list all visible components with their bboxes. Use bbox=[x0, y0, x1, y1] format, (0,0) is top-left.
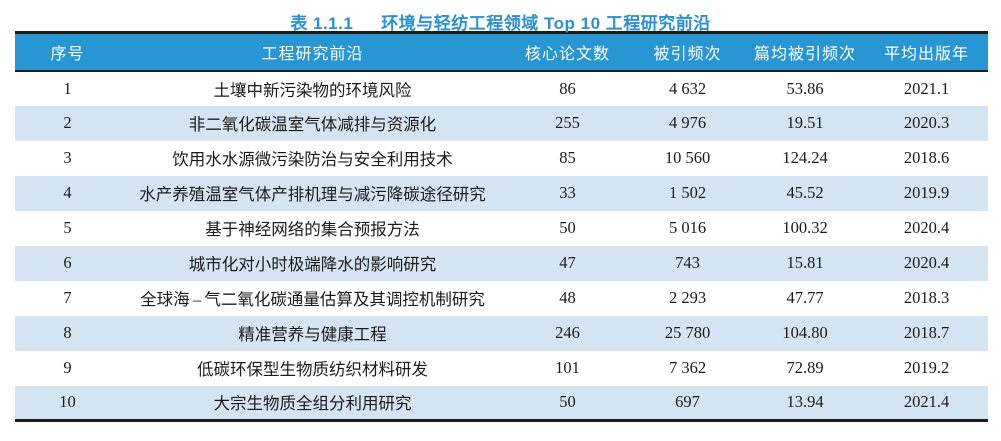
cell-citations-per-paper: 104.80 bbox=[782, 323, 828, 342]
table-row: 7 全球海 – 气二氧化碳通量估算及其调控机制研究 48 2 293 47.77 2018… bbox=[15, 280, 988, 316]
cell-core-papers: 101 bbox=[555, 358, 580, 377]
cell-mean-year: 2021.1 bbox=[903, 78, 950, 98]
table-caption-number: 表 1.1.1 bbox=[290, 14, 354, 33]
cell-index: 1 bbox=[63, 78, 72, 98]
table-row: 2 非二氧化碳温室气体减排与资源化 255 4 976 19.51 2020.3 bbox=[15, 105, 988, 141]
cell-index: 3 bbox=[63, 148, 72, 167]
cell-frontier: 全球海 – 气二氧化碳通量估算及其调控机制研究 bbox=[140, 290, 485, 309]
header-row: 序号 工程研究前沿 核心论文数 被引频次 篇均被引频次 平均出版年 bbox=[15, 32, 988, 72]
cell-frontier: 低碳环保型生物质纺织材料研发 bbox=[197, 360, 428, 379]
cell-index: 10 bbox=[59, 392, 76, 412]
cell-citations-per-paper: 72.89 bbox=[786, 358, 824, 377]
table-row: 5 基于神经网络的集合预报方法 50 5 016 100.32 2020.4 bbox=[15, 210, 988, 246]
table-row: 6 城市化对小时极端降水的影响研究 47 743 15.81 2020.4 bbox=[15, 245, 988, 281]
cell-citations: 25 780 bbox=[664, 323, 711, 342]
cell-frontier: 大宗生物质全组分利用研究 bbox=[213, 394, 412, 414]
cell-frontier: 基于神经网络的集合预报方法 bbox=[205, 220, 420, 239]
cell-citations: 2 293 bbox=[668, 288, 707, 307]
cell-mean-year: 2021.4 bbox=[903, 392, 950, 412]
cell-frontier: 非二氧化碳温室气体减排与资源化 bbox=[188, 115, 437, 134]
cell-core-papers: 246 bbox=[555, 323, 580, 342]
research-frontiers-table: 序号 工程研究前沿 核心论文数 被引频次 篇均被引频次 平均出版年 1 土壤中新污染物的环境… bbox=[15, 31, 988, 422]
cell-index: 9 bbox=[63, 358, 72, 377]
cell-citations: 1 502 bbox=[668, 183, 707, 202]
cell-citations-per-paper: 124.24 bbox=[782, 148, 828, 167]
cell-core-papers: 255 bbox=[555, 113, 580, 132]
cell-citations: 4 632 bbox=[668, 78, 707, 98]
cell-mean-year: 2018.7 bbox=[903, 323, 950, 342]
cell-mean-year: 2020.4 bbox=[903, 253, 950, 272]
cell-citations-per-paper: 45.52 bbox=[786, 183, 824, 202]
cell-frontier: 水产养殖温室气体产排机理与减污降碳途径研究 bbox=[139, 185, 486, 204]
cell-citations: 743 bbox=[675, 253, 700, 272]
cell-index: 4 bbox=[63, 183, 72, 202]
cell-frontier: 城市化对小时极端降水的影响研究 bbox=[188, 255, 437, 274]
cell-citations-per-paper: 53.86 bbox=[786, 78, 824, 98]
cell-index: 7 bbox=[63, 288, 72, 307]
cell-mean-year: 2019.2 bbox=[903, 358, 950, 377]
cell-citations-per-paper: 13.94 bbox=[786, 392, 824, 412]
table-row: 4 水产养殖温室气体产排机理与减污降碳途径研究 33 1 502 45.52 2019.9 bbox=[15, 175, 988, 211]
cell-citations-per-paper: 19.51 bbox=[786, 113, 824, 132]
column-header-citations-per-paper: 篇均被引频次 bbox=[745, 32, 865, 72]
cell-mean-year: 2020.3 bbox=[903, 113, 950, 132]
cell-core-papers: 86 bbox=[559, 78, 576, 98]
cell-core-papers: 50 bbox=[559, 392, 576, 412]
cell-core-papers: 47 bbox=[559, 253, 576, 272]
table-row: 1 土壤中新污染物的环境风险 86 4 632 53.86 2021.1 bbox=[15, 70, 988, 106]
cell-citations: 4 976 bbox=[668, 113, 707, 132]
cell-mean-year: 2020.4 bbox=[903, 218, 950, 237]
cell-mean-year: 2019.9 bbox=[903, 183, 950, 202]
column-header-core-papers: 核心论文数 bbox=[505, 32, 630, 72]
cell-citations: 697 bbox=[675, 392, 700, 412]
table-caption-text: 环境与轻纺工程领域 Top 10 工程研究前沿 bbox=[381, 14, 711, 33]
column-header-frontier: 工程研究前沿 bbox=[120, 32, 505, 72]
table-row: 8 精准营养与健康工程 246 25 780 104.80 2018.7 bbox=[15, 315, 988, 351]
cell-citations-per-paper: 47.77 bbox=[786, 288, 824, 307]
cell-index: 8 bbox=[63, 323, 72, 342]
cell-index: 5 bbox=[63, 218, 72, 237]
cell-core-papers: 85 bbox=[559, 148, 576, 167]
cell-citations-per-paper: 15.81 bbox=[786, 253, 824, 272]
cell-core-papers: 33 bbox=[559, 183, 576, 202]
column-header-citations: 被引频次 bbox=[630, 32, 745, 72]
cell-index: 2 bbox=[63, 113, 72, 132]
cell-citations: 10 560 bbox=[664, 148, 711, 167]
cell-index: 6 bbox=[63, 253, 72, 272]
cell-core-papers: 50 bbox=[559, 218, 576, 237]
table-body: 1 土壤中新污染物的环境风险 86 4 632 53.86 2021.1 2 非二氧化碳温室气… bbox=[15, 70, 988, 421]
table-row: 9 低碳环保型生物质纺织材料研发 101 7 362 72.89 2019.2 bbox=[15, 350, 988, 386]
cell-core-papers: 48 bbox=[559, 288, 576, 307]
cell-citations: 7 362 bbox=[668, 358, 707, 377]
cell-citations-per-paper: 100.32 bbox=[782, 218, 828, 237]
cell-mean-year: 2018.6 bbox=[903, 148, 950, 167]
cell-frontier: 精准营养与健康工程 bbox=[238, 325, 387, 344]
table-row: 3 饮用水水源微污染防治与安全利用技术 85 10 560 124.24 2018.6 bbox=[15, 140, 988, 176]
column-header-mean-year: 平均出版年 bbox=[865, 32, 988, 72]
column-header-index: 序号 bbox=[15, 32, 120, 72]
cell-citations: 5 016 bbox=[668, 218, 707, 237]
table-row: 10 大宗生物质全组分利用研究 50 697 13.94 2021.4 bbox=[15, 385, 988, 421]
table-caption: 表 1.1.1 环境与轻纺工程领域 Top 10 工程研究前沿 bbox=[0, 0, 1001, 33]
cell-mean-year: 2018.3 bbox=[903, 288, 950, 307]
cell-frontier: 饮用水水源微污染防治与安全利用技术 bbox=[172, 150, 453, 169]
cell-frontier: 土壤中新污染物的环境风险 bbox=[213, 80, 412, 100]
